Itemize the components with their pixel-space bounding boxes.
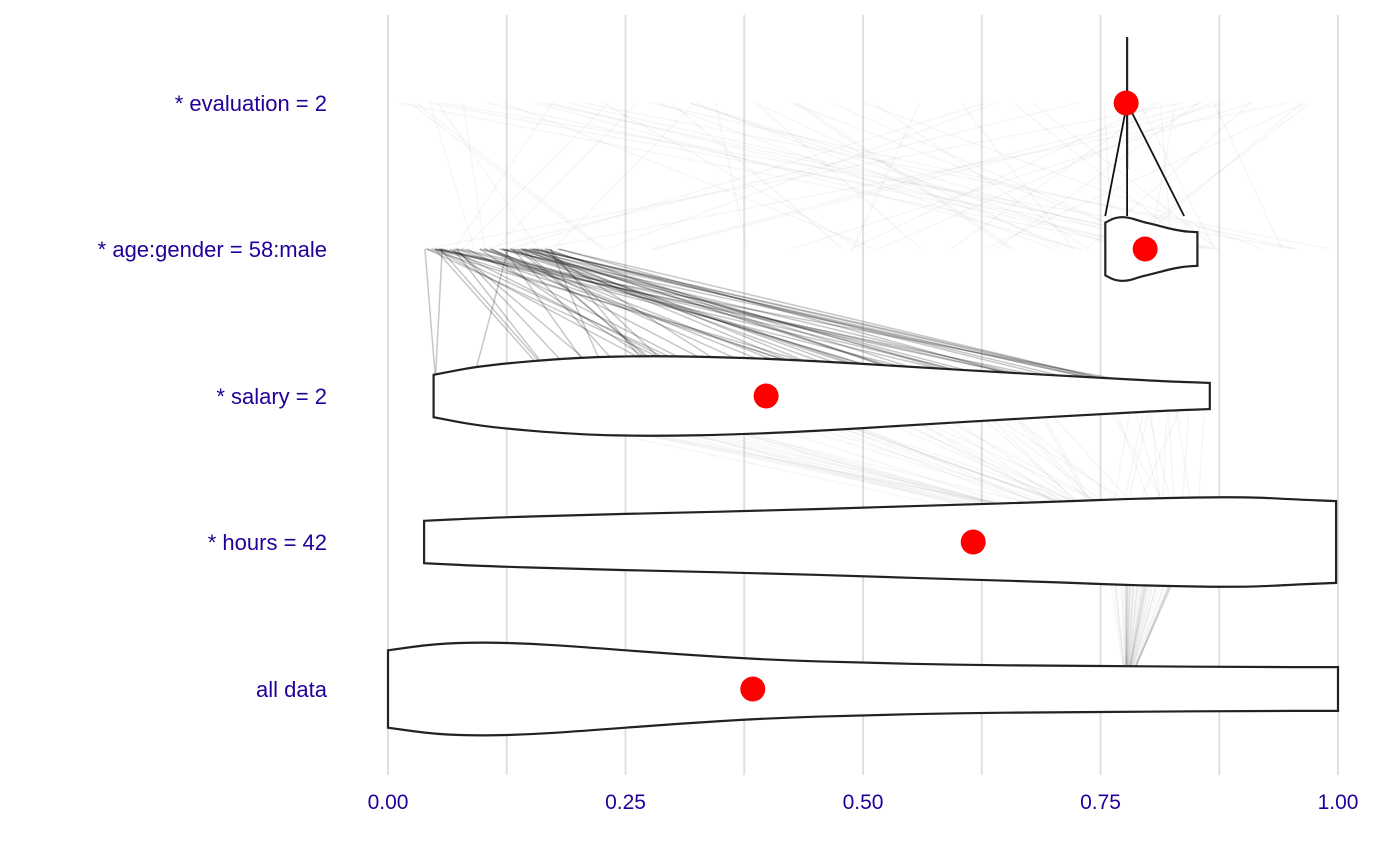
y-tick-label: * evaluation = 2 — [175, 91, 327, 116]
x-tick-label: 0.75 — [1080, 791, 1121, 814]
mean-points — [740, 90, 1158, 702]
connector-line — [424, 248, 438, 397]
connector-line — [583, 103, 1330, 249]
connector-line — [1104, 102, 1128, 217]
connector-line — [557, 248, 1177, 397]
connector-line — [463, 103, 484, 249]
connector-line — [433, 248, 443, 397]
connector-line — [791, 103, 1251, 249]
connector-line — [533, 248, 1145, 397]
y-tick-label: * salary = 2 — [216, 384, 327, 409]
connector-line — [434, 248, 1206, 397]
connector-line — [659, 103, 1054, 249]
violin — [386, 641, 1340, 737]
x-tick-label: 1.00 — [1318, 791, 1359, 814]
connector-line — [1214, 103, 1282, 249]
connector-line — [533, 248, 1181, 397]
y-tick-label: * hours = 42 — [208, 530, 327, 555]
connector-line — [431, 248, 1137, 397]
connector-line — [536, 248, 1132, 397]
connector-line — [1126, 102, 1185, 217]
mean-point — [740, 676, 766, 702]
connector-line — [531, 248, 1176, 397]
mean-point — [1113, 90, 1139, 116]
y-axis-labels: * evaluation = 2 * age:gender = 58:male * … — [98, 91, 328, 702]
mean-point — [1132, 236, 1158, 262]
connector-line — [498, 248, 1176, 397]
connector-line — [500, 248, 1111, 397]
x-tick-label: 0.50 — [843, 791, 884, 814]
violin — [423, 496, 1338, 588]
y-tick-label: * age:gender = 58:male — [98, 237, 327, 262]
violin — [432, 355, 1211, 437]
y-tick-label: all data — [256, 677, 328, 702]
x-tick-label: 0.25 — [605, 791, 646, 814]
violins — [386, 37, 1340, 737]
connector-line — [519, 248, 1170, 397]
mean-point — [753, 383, 779, 409]
x-axis-labels: 0.00 0.25 0.50 0.75 1.00 — [368, 791, 1359, 814]
x-tick-label: 0.00 — [368, 791, 409, 814]
mean-point — [960, 529, 986, 555]
